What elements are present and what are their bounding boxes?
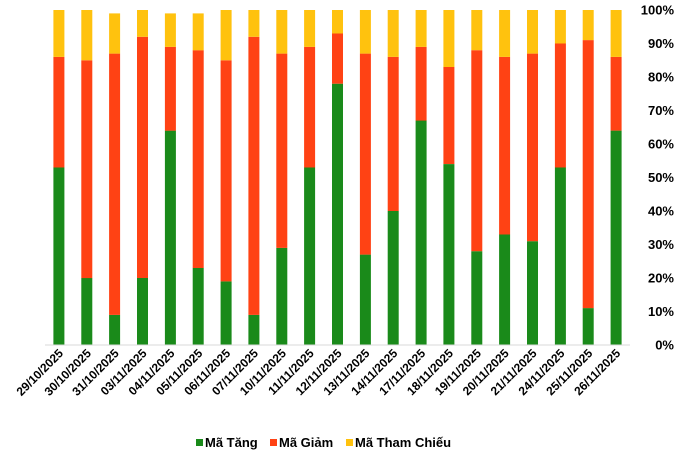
bar-segment-series-0-cat-13 — [415, 120, 427, 345]
y-tick-label: 50% — [648, 170, 674, 185]
bar-segment-series-0-cat-8 — [276, 247, 288, 345]
bar-segment-series-0-cat-18 — [554, 167, 566, 345]
bar-segment-series-0-cat-11 — [359, 254, 371, 346]
bar-segment-series-2-cat-4 — [164, 13, 176, 47]
bar-segment-series-2-cat-12 — [387, 10, 399, 57]
y-tick-label: 10% — [648, 304, 674, 319]
bar-segment-series-0-cat-1 — [81, 278, 93, 345]
y-tick-label: 100% — [641, 3, 675, 18]
bar-segment-series-0-cat-20 — [610, 130, 622, 345]
bar-segment-series-2-cat-10 — [332, 10, 343, 34]
bar-segment-series-0-cat-14 — [443, 164, 455, 345]
y-tick-label: 70% — [648, 103, 674, 118]
bar-segment-series-1-cat-17 — [527, 53, 538, 242]
bar-segment-series-1-cat-13 — [415, 46, 427, 121]
bar-segment-series-0-cat-4 — [164, 130, 176, 345]
x-axis-ticks: 29/10/202530/10/202531/10/202503/11/2025… — [14, 346, 624, 399]
bar-segment-series-0-cat-2 — [109, 314, 121, 345]
bar-segment-series-2-cat-13 — [415, 10, 427, 47]
bar-segment-series-1-cat-16 — [499, 56, 511, 235]
bar-segment-series-1-cat-10 — [332, 33, 343, 84]
y-tick-label: 40% — [648, 204, 674, 219]
y-tick-label: 20% — [648, 271, 674, 286]
legend-swatch — [270, 439, 277, 446]
bar-segment-series-2-cat-8 — [276, 10, 288, 54]
bar-segment-series-1-cat-9 — [304, 46, 316, 168]
bar-segment-series-2-cat-0 — [53, 10, 65, 57]
bar-segment-series-1-cat-6 — [220, 60, 232, 282]
bar-segment-series-0-cat-5 — [192, 267, 204, 345]
bar-segment-series-0-cat-7 — [248, 314, 260, 345]
y-tick-label: 60% — [648, 137, 674, 152]
bar-segment-series-1-cat-15 — [471, 50, 483, 252]
bar-segment-series-1-cat-18 — [554, 43, 566, 168]
bar-segment-series-0-cat-19 — [582, 308, 594, 345]
bar-segment-series-1-cat-19 — [582, 40, 594, 309]
bar-segment-series-0-cat-15 — [471, 251, 483, 345]
bar-segment-series-1-cat-20 — [610, 56, 622, 131]
bar-segment-series-1-cat-2 — [109, 53, 121, 315]
bar-segment-series-2-cat-16 — [499, 10, 511, 57]
bar-segment-series-2-cat-3 — [137, 10, 148, 37]
bar-segment-series-2-cat-11 — [359, 10, 371, 54]
bar-segment-series-0-cat-10 — [332, 83, 343, 345]
bar-segment-series-1-cat-0 — [53, 56, 65, 168]
y-tick-label: 0% — [655, 338, 674, 353]
bar-segment-series-1-cat-1 — [81, 60, 93, 279]
bar-segment-series-0-cat-17 — [527, 241, 538, 345]
bar-segment-series-2-cat-5 — [192, 13, 204, 51]
bar-segment-series-2-cat-17 — [527, 10, 538, 54]
legend: Mã Tăng Mã Giảm Mã Tham Chiếu — [196, 435, 451, 450]
bar-segment-series-0-cat-16 — [499, 234, 511, 345]
bar-segment-series-2-cat-19 — [582, 10, 594, 41]
bar-segment-series-2-cat-20 — [610, 10, 622, 57]
bars-group — [53, 10, 622, 346]
y-axis-ticks: 0% 10% 20% 30% 40% 50% 60% 70% 80% 90% 100% — [641, 3, 675, 353]
bar-segment-series-1-cat-3 — [137, 36, 148, 278]
bar-segment-series-0-cat-6 — [220, 281, 232, 345]
bar-segment-series-1-cat-11 — [359, 53, 371, 255]
y-tick-label: 90% — [648, 36, 674, 51]
legend-swatch — [346, 439, 353, 446]
bar-segment-series-2-cat-2 — [109, 13, 121, 54]
bar-segment-series-0-cat-12 — [387, 211, 399, 345]
legend-label: Mã Tham Chiếu — [355, 435, 451, 450]
bar-segment-series-1-cat-7 — [248, 36, 260, 315]
bar-segment-series-0-cat-9 — [304, 167, 316, 345]
bar-segment-series-2-cat-18 — [554, 10, 566, 44]
bar-segment-series-1-cat-4 — [164, 46, 176, 131]
bar-segment-series-2-cat-14 — [443, 10, 455, 67]
bar-segment-series-0-cat-3 — [137, 278, 148, 345]
bar-segment-series-2-cat-15 — [471, 10, 483, 51]
legend-label: Mã Tăng — [205, 435, 258, 450]
bar-segment-series-2-cat-6 — [220, 10, 232, 61]
legend-swatch — [196, 439, 203, 446]
bar-segment-series-2-cat-1 — [81, 10, 93, 61]
bar-segment-series-0-cat-0 — [53, 167, 65, 345]
bar-segment-series-2-cat-7 — [248, 10, 260, 37]
bar-segment-series-1-cat-12 — [387, 56, 399, 212]
legend-label: Mã Giảm — [279, 435, 333, 450]
bar-segment-series-1-cat-14 — [443, 66, 455, 164]
bar-segment-series-1-cat-5 — [192, 50, 204, 269]
y-tick-label: 30% — [648, 237, 674, 252]
bar-segment-series-1-cat-8 — [276, 53, 288, 248]
y-tick-label: 80% — [648, 70, 674, 85]
bar-segment-series-2-cat-9 — [304, 10, 316, 47]
